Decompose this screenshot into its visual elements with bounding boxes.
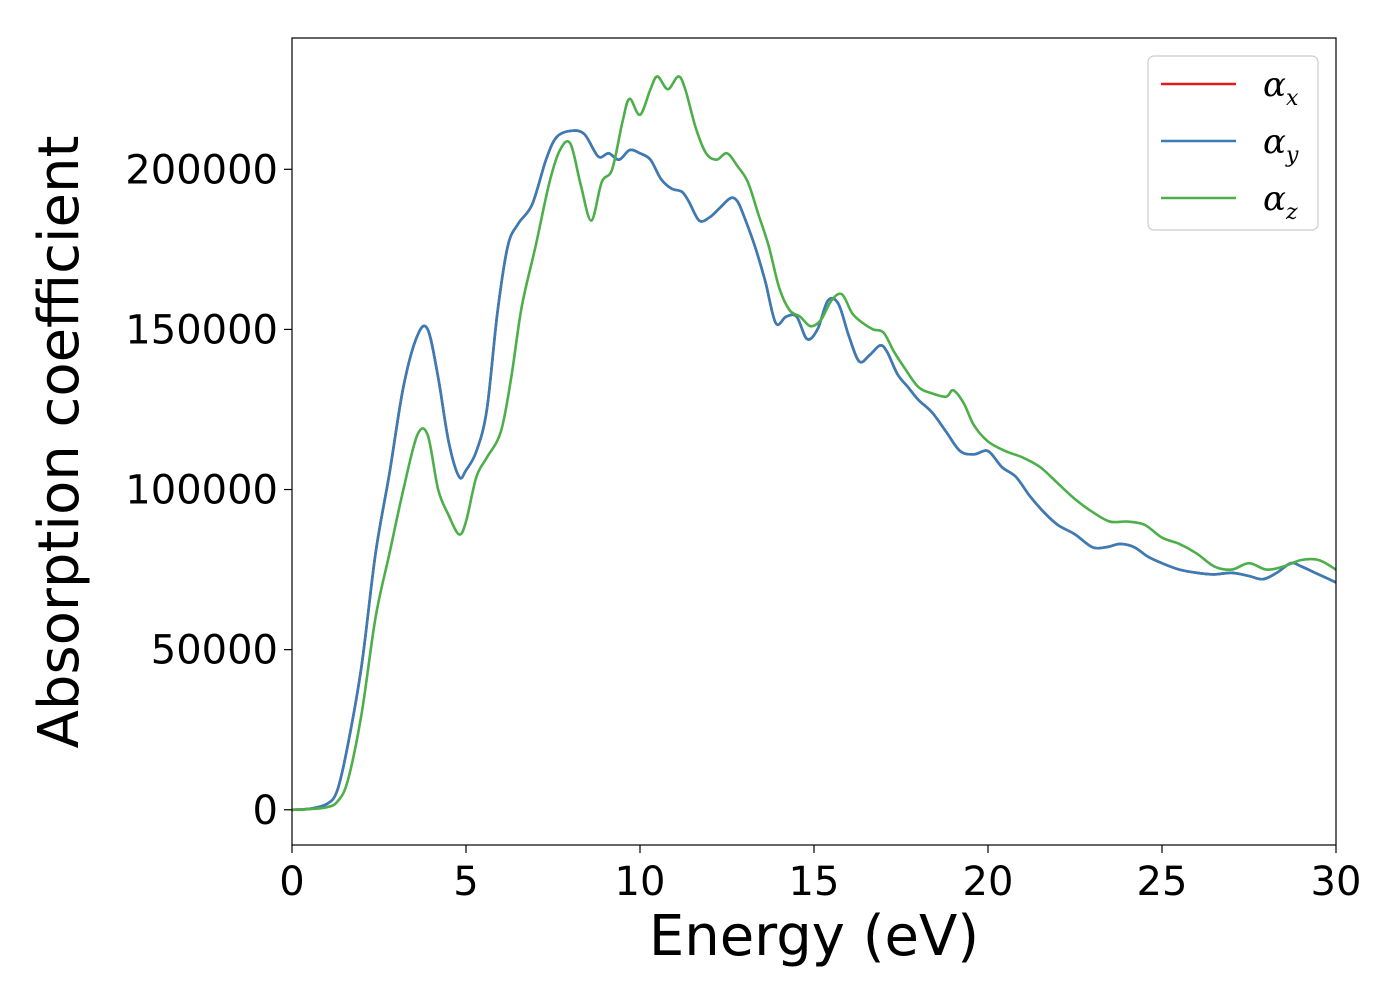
y-tick-label: 0 <box>253 788 278 834</box>
x-tick-label: 30 <box>1311 859 1362 905</box>
series-line-z <box>291 75 1337 812</box>
series-lines <box>291 75 1337 812</box>
y-tick-label: 50000 <box>151 628 278 674</box>
y-axis-label: Absorption coefficient <box>27 136 92 749</box>
x-tick-label: 5 <box>453 859 478 905</box>
x-tick-label: 15 <box>789 859 840 905</box>
x-tick-label: 20 <box>963 859 1014 905</box>
x-axis-ticks: 0 5 10 15 20 25 30 <box>279 845 1361 905</box>
x-tick-label: 10 <box>615 859 666 905</box>
legend-label-x: αx <box>1263 65 1299 111</box>
series-line-y <box>291 129 1337 812</box>
y-axis-ticks: 0 50000 100000 150000 200000 <box>125 147 292 834</box>
x-tick-label: 25 <box>1137 859 1188 905</box>
legend-frame <box>1147 55 1319 231</box>
y-tick-label: 150000 <box>125 307 278 353</box>
y-tick-label: 200000 <box>125 147 278 193</box>
x-tick-label: 0 <box>279 859 304 905</box>
x-axis-label: Energy (eV) <box>649 904 979 969</box>
y-tick-label: 100000 <box>125 468 278 514</box>
